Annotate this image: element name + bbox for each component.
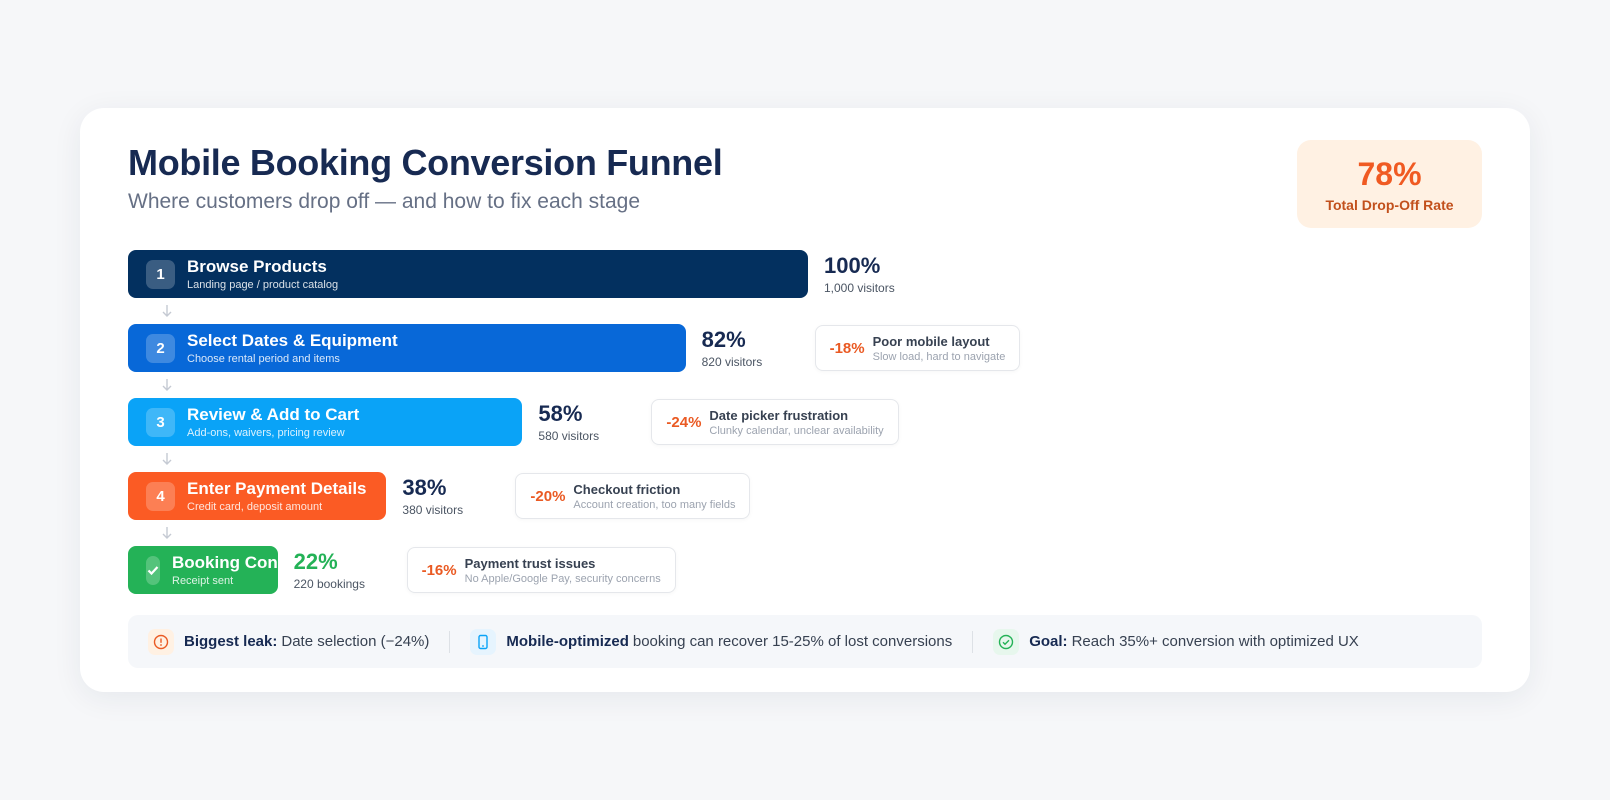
- stage-value: 100% 1,000 visitors: [824, 253, 937, 295]
- arrow-icon: [162, 305, 172, 317]
- value-label: 100%: [824, 253, 881, 278]
- arrow: [161, 526, 173, 545]
- insights: Biggest leak: Date selection (−24%) Mobil…: [128, 615, 1482, 668]
- drop-off-text: Payment trust issues No Apple/Google Pay,…: [465, 556, 661, 585]
- chart-subtitle: Where customers drop off — and how to fi…: [128, 190, 641, 213]
- value-label: 38%: [402, 475, 447, 500]
- drop-off: -16% Payment trust issues No Apple/Google …: [406, 547, 676, 593]
- bar: 2 Select Dates & Equipment Choose rental p…: [128, 324, 686, 372]
- arrow: [161, 452, 173, 471]
- kpi-caption: Total Drop-Off Rate: [1325, 197, 1454, 213]
- bar: 1 Browse Products Landing page / product c…: [128, 250, 808, 298]
- insight-bold: Goal:: [1029, 633, 1068, 650]
- alert-icon: [153, 634, 169, 649]
- bar: Booking Confirmed Receipt sent: [128, 546, 330, 594]
- drop-off-rate: -16%: [421, 561, 457, 579]
- count-label: 380 visitors: [402, 503, 464, 517]
- step-badge: 3: [146, 407, 175, 437]
- insight-text: Reach 35%+ conversion with optimized UX: [1071, 633, 1359, 650]
- funnel-row: 3 Review & Add to Cart Add-ons, waivers, p…: [128, 398, 899, 446]
- arrow-icon: [162, 453, 172, 465]
- value-label: 58%: [538, 401, 583, 426]
- drop-off-text: Checkout friction Account creation, too m…: [573, 482, 735, 511]
- insight-bold: Mobile-optimized: [506, 633, 629, 650]
- stage-name: Booking Confirmed: [172, 553, 330, 572]
- funnel-row: 2 Select Dates & Equipment Choose rental p…: [128, 324, 1021, 372]
- drop-off-detail: Account creation, too many fields: [573, 498, 736, 511]
- drop-off: -24% Date picker frustration Clunky calend…: [651, 399, 899, 445]
- arrow-icon: [162, 379, 172, 391]
- stage-description: Choose rental period and items: [187, 353, 340, 365]
- stage-description: Receipt sent: [172, 575, 234, 587]
- icon: [148, 628, 174, 655]
- step-badge: 2: [146, 333, 175, 363]
- stage-name: Select Dates & Equipment: [187, 331, 398, 350]
- stage-value: 38% 380 visitors: [402, 475, 515, 517]
- drop-off: -20% Checkout friction Account creation, t…: [515, 473, 751, 519]
- phone-icon: [478, 634, 489, 649]
- bar-text: Review & Add to Cart Add-ons, waivers, pr…: [187, 405, 359, 439]
- drop-off-title: Payment trust issues: [464, 555, 596, 571]
- count-label: 580 visitors: [538, 429, 600, 443]
- check-icon: [147, 566, 159, 576]
- value-label: 82%: [701, 327, 746, 352]
- card: Mobile Booking Conversion Funnel Where c…: [80, 108, 1530, 692]
- insight-text: Date selection (−24%): [281, 633, 430, 650]
- count-label: 220 bookings: [293, 577, 365, 591]
- step-badge: [146, 555, 160, 585]
- stage-description: Landing page / product catalog: [187, 279, 339, 291]
- stage-name: Enter Payment Details: [187, 479, 367, 498]
- stage-value: 82% 820 visitors: [702, 327, 815, 369]
- stage-value: 22% 220 bookings: [294, 549, 407, 591]
- bar-text: Enter Payment Details Credit card, deposi…: [187, 479, 367, 513]
- drop-off-detail: Clunky calendar, unclear availability: [709, 424, 884, 437]
- separator: [972, 630, 974, 653]
- arrow: [161, 304, 173, 323]
- stage-description: Add-ons, waivers, pricing review: [187, 427, 345, 439]
- drop-off-text: Date picker frustration Clunky calendar, …: [709, 408, 883, 437]
- drop-off-detail: No Apple/Google Pay, security concerns: [464, 572, 661, 585]
- icon: [470, 628, 497, 655]
- funnel-row: 1 Browse Products Landing page / product c…: [128, 250, 937, 298]
- step-badge: 4: [146, 481, 175, 511]
- stage-description: Credit card, deposit amount: [187, 501, 323, 513]
- kpi-value: 78%: [1357, 156, 1422, 192]
- funnel-row: 4 Enter Payment Details Credit card, depos…: [128, 472, 751, 520]
- drop-off-rate: -18%: [829, 339, 865, 357]
- chart-title: Mobile Booking Conversion Funnel: [128, 142, 723, 183]
- bar: 3 Review & Add to Cart Add-ons, waivers, p…: [128, 398, 523, 446]
- icon: [993, 628, 1020, 655]
- value-label: 22%: [293, 549, 338, 574]
- drop-off-title: Poor mobile layout: [872, 333, 990, 349]
- stage-value: 58% 580 visitors: [538, 401, 651, 443]
- insight: Mobile-optimized booking can recover 15-2…: [450, 628, 972, 655]
- insight: Goal: Reach 35%+ conversion with optimize…: [973, 628, 1379, 655]
- bar-text: Browse Products Landing page / product ca…: [187, 257, 338, 291]
- bar: 4 Enter Payment Details Credit card, depos…: [128, 472, 387, 520]
- drop-off-title: Date picker frustration: [709, 407, 849, 423]
- drop-off-rate: -24%: [666, 413, 702, 431]
- insight-text: booking can recover 15-25% of lost conve…: [632, 633, 953, 650]
- check-icon: [999, 634, 1014, 649]
- arrow-icon: [162, 527, 172, 539]
- insight-bold: Biggest leak:: [184, 633, 278, 650]
- stage-name: Review & Add to Cart: [187, 405, 360, 424]
- bar-text: Select Dates & Equipment Choose rental pe…: [187, 331, 398, 365]
- bar-text: Booking Confirmed Receipt sent: [172, 553, 330, 587]
- separator: [449, 630, 451, 653]
- arrow: [161, 378, 173, 397]
- drop-off-rate: -20%: [530, 487, 566, 505]
- kpi: 78% Total Drop-Off Rate: [1297, 140, 1482, 228]
- funnel-row: Booking Confirmed Receipt sent 22% 220 book…: [128, 546, 676, 594]
- step-badge: 1: [146, 259, 175, 289]
- drop-off-text: Poor mobile layout Slow load, hard to nav…: [873, 334, 1006, 363]
- insight: Biggest leak: Date selection (−24%): [128, 628, 449, 655]
- drop-off-title: Checkout friction: [573, 481, 681, 497]
- count-label: 1,000 visitors: [824, 281, 895, 295]
- drop-off: -18% Poor mobile layout Slow load, hard to…: [814, 325, 1021, 371]
- count-label: 820 visitors: [701, 355, 763, 369]
- drop-off-detail: Slow load, hard to navigate: [872, 350, 1006, 363]
- stage-name: Browse Products: [187, 257, 327, 276]
